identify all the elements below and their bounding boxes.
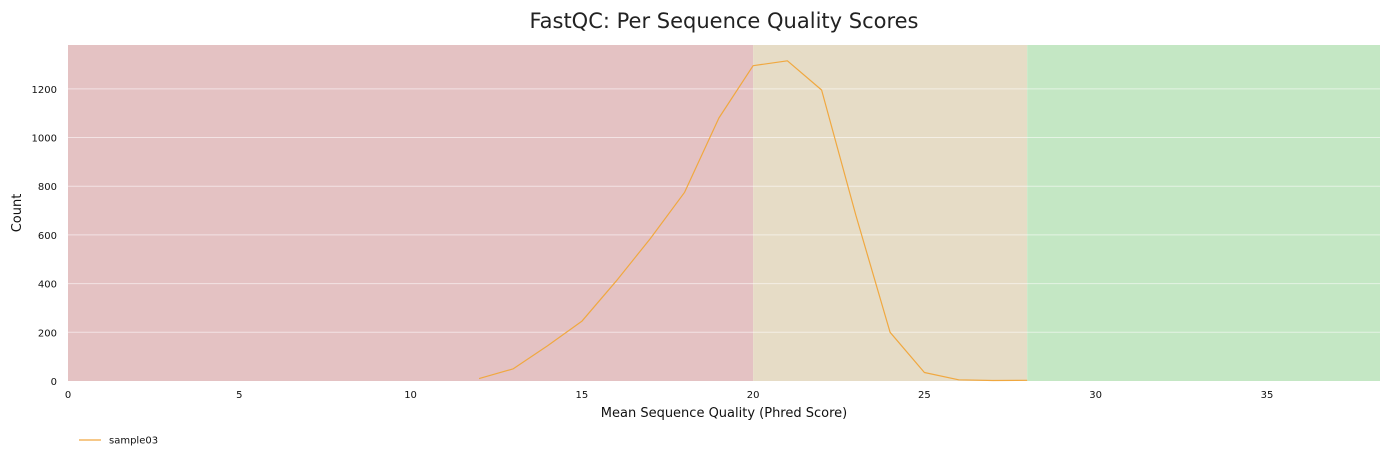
x-tick-label: 25 bbox=[918, 390, 931, 401]
x-tick-label: 15 bbox=[575, 390, 588, 401]
chart-title: FastQC: Per Sequence Quality Scores bbox=[529, 9, 918, 33]
quality-bands bbox=[68, 45, 1380, 381]
y-tick-label: 0 bbox=[51, 377, 57, 388]
y-axis-ticks: 0 200 400 600 800 1000 1200 bbox=[32, 85, 57, 388]
y-tick-label: 1200 bbox=[32, 85, 57, 96]
y-tick-label: 600 bbox=[38, 231, 57, 242]
x-tick-label: 30 bbox=[1089, 390, 1102, 401]
quality-band-1 bbox=[753, 45, 1028, 381]
quality-band-2 bbox=[1027, 45, 1380, 381]
x-tick-label: 35 bbox=[1261, 390, 1274, 401]
x-tick-label: 20 bbox=[747, 390, 760, 401]
legend-label: sample03 bbox=[109, 436, 158, 447]
legend: sample03 bbox=[79, 436, 158, 447]
x-tick-label: 0 bbox=[65, 390, 71, 401]
quality-band-0 bbox=[68, 45, 754, 381]
series-lines bbox=[478, 60, 1028, 382]
y-tick-label: 400 bbox=[38, 280, 57, 291]
y-axis-label: Count bbox=[10, 194, 25, 233]
x-axis-label: Mean Sequence Quality (Phred Score) bbox=[601, 406, 847, 421]
x-axis-ticks: 0 5 10 15 20 25 30 35 bbox=[65, 390, 1274, 401]
y-tick-label: 800 bbox=[38, 182, 57, 193]
x-tick-label: 10 bbox=[404, 390, 417, 401]
series-line-0 bbox=[478, 60, 1028, 382]
gridlines bbox=[68, 88, 1380, 333]
y-tick-label: 200 bbox=[38, 328, 57, 339]
x-tick-label: 5 bbox=[236, 390, 242, 401]
y-tick-label: 1000 bbox=[32, 134, 57, 145]
